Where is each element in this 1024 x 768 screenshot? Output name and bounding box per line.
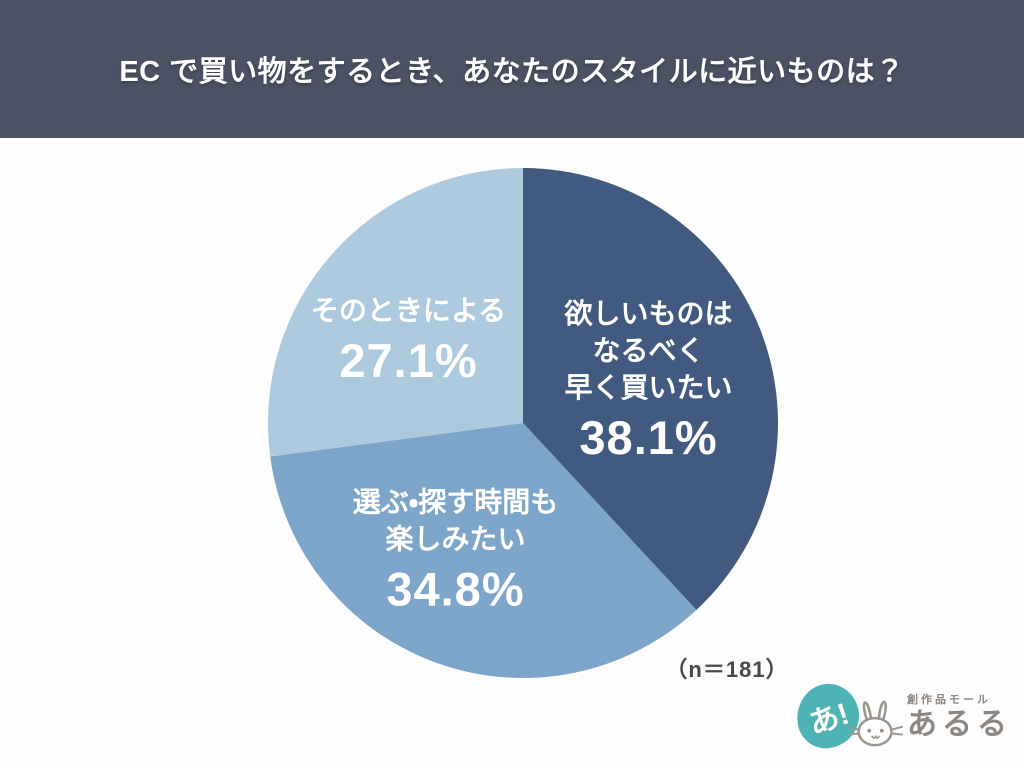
pie-slice-1: [270, 423, 697, 678]
pie-slice-2: [268, 168, 523, 457]
logo-name: あるる: [907, 708, 1012, 741]
aruru-logo: あ!: [792, 672, 1012, 760]
chart-title: EC で買い物をするとき、あなたのスタイルに近いものは？: [119, 56, 905, 88]
logo-text-column: 創作品モール あるる: [907, 691, 1012, 741]
rabbit-icon: [847, 700, 904, 747]
sample-size-note: （n＝181）: [665, 657, 789, 682]
pie-slice-0: [523, 168, 779, 610]
title-bar: EC で買い物をするとき、あなたのスタイルに近いものは？: [0, 0, 1024, 138]
logo-tagline: 創作品モール: [907, 694, 991, 706]
